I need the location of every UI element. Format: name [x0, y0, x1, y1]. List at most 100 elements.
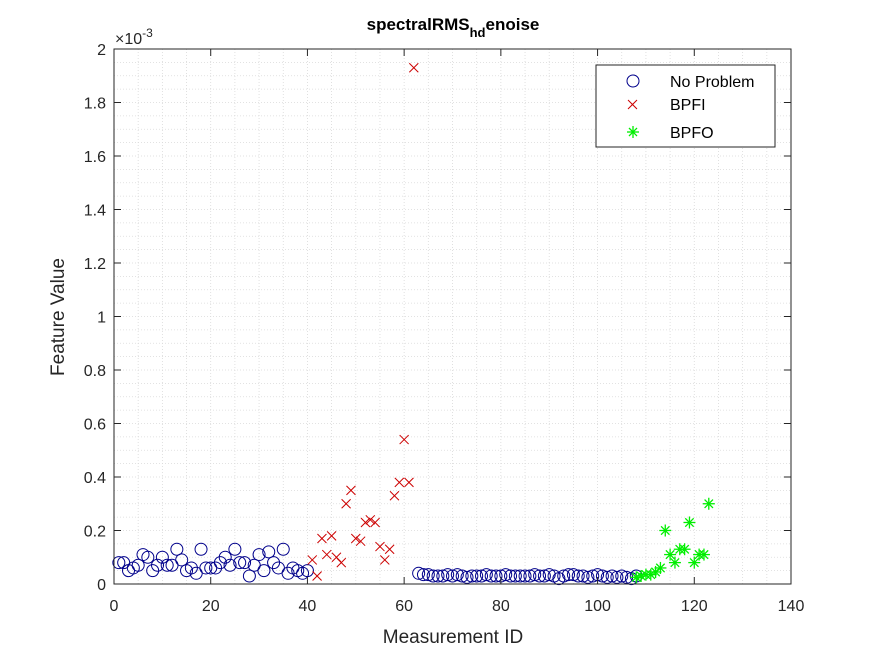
- point-no-problem: [504, 569, 518, 583]
- point-bpfi: [341, 498, 351, 509]
- x-tick-label: 0: [110, 598, 119, 615]
- legend-marker-no-problem: [626, 74, 640, 88]
- point-no-problem: [416, 568, 430, 582]
- point-bpfi: [307, 555, 318, 565]
- point-no-problem: [431, 569, 445, 583]
- point-no-problem: [112, 556, 126, 570]
- point-no-problem: [238, 556, 252, 570]
- chart-title-subscript: hd: [470, 25, 486, 40]
- point-bpfi: [365, 514, 376, 525]
- point-bpfo: [683, 516, 696, 529]
- point-no-problem: [252, 548, 266, 562]
- point-no-problem: [571, 569, 585, 583]
- point-bpfi: [326, 530, 337, 541]
- point-no-problem: [542, 568, 556, 582]
- point-no-problem: [557, 569, 571, 583]
- point-no-problem: [615, 569, 629, 583]
- point-no-problem: [199, 561, 213, 575]
- point-no-problem: [441, 568, 455, 582]
- x-axis-label: Measurement ID: [383, 627, 523, 648]
- data-points: [112, 62, 715, 586]
- legend: No Problem BPFI BPFO: [595, 64, 776, 148]
- point-bpfo: [697, 548, 710, 561]
- point-no-problem: [446, 569, 459, 583]
- point-bpfo: [678, 543, 691, 556]
- point-bpfo: [654, 561, 667, 574]
- x-tick-label: 60: [395, 598, 413, 615]
- point-no-problem: [600, 570, 614, 584]
- point-bpfi: [321, 549, 332, 560]
- point-bpfi: [399, 434, 409, 445]
- x-tick-label: 120: [681, 598, 708, 615]
- point-bpfi: [384, 544, 395, 555]
- legend-marker-bpfo: [627, 126, 639, 138]
- legend-label-bpfi: BPFI: [670, 97, 706, 114]
- point-no-problem: [479, 568, 493, 582]
- point-bpfi: [346, 485, 356, 496]
- point-no-problem: [131, 558, 145, 572]
- point-bpfi: [312, 571, 322, 581]
- point-no-problem: [528, 568, 542, 582]
- point-bpfi: [350, 533, 361, 544]
- y-tick-label: 1.2: [84, 256, 106, 273]
- point-no-problem: [586, 569, 600, 583]
- point-no-problem: [508, 569, 522, 583]
- y-tick-label: 0.8: [84, 363, 106, 380]
- point-no-problem: [141, 550, 155, 564]
- point-no-problem: [175, 553, 189, 567]
- point-bpfi: [379, 555, 390, 565]
- chart-title-main: spectralRMS: [367, 15, 470, 34]
- point-no-problem: [223, 558, 237, 572]
- grid-lines: [114, 49, 791, 584]
- x-tick-label: 100: [584, 598, 611, 615]
- point-bpfo: [664, 548, 677, 561]
- point-no-problem: [581, 570, 595, 584]
- x-tick-label: 140: [778, 598, 805, 615]
- point-bpfi: [317, 533, 327, 544]
- point-no-problem: [151, 558, 165, 572]
- point-no-problem: [566, 568, 580, 582]
- point-no-problem: [436, 569, 450, 583]
- point-no-problem: [518, 569, 532, 583]
- point-no-problem: [184, 561, 198, 575]
- point-no-problem: [160, 558, 174, 572]
- point-bpfo: [659, 524, 672, 537]
- y-tick-label: 1.8: [84, 96, 106, 113]
- point-no-problem: [170, 542, 184, 556]
- y-tick-label: 0.6: [84, 417, 106, 434]
- x-tick-label: 80: [492, 598, 510, 615]
- point-no-problem: [262, 545, 276, 559]
- chart-title-tail: enoise: [486, 15, 540, 34]
- chart-title: spectralRMShdenoise: [367, 15, 540, 40]
- point-bpfo: [668, 556, 681, 569]
- point-no-problem: [257, 564, 271, 578]
- point-bpfi: [360, 517, 371, 528]
- point-no-problem: [475, 569, 489, 583]
- point-no-problem: [146, 564, 160, 578]
- point-no-problem: [470, 569, 484, 583]
- point-no-problem: [426, 569, 440, 583]
- legend-label-no-problem: No Problem: [670, 74, 754, 91]
- point-no-problem: [209, 561, 223, 575]
- y-axis-label: Feature Value: [48, 258, 69, 376]
- legend-marker-bpfi: [627, 99, 638, 110]
- point-no-problem: [267, 556, 281, 570]
- point-no-problem: [484, 569, 498, 583]
- point-bpfi: [389, 490, 400, 501]
- point-no-problem: [421, 568, 435, 582]
- point-no-problem: [523, 569, 537, 583]
- point-bpfi: [375, 541, 385, 552]
- y-tick-label: 0: [97, 577, 106, 594]
- point-bpfi: [355, 536, 366, 547]
- point-no-problem: [595, 569, 609, 583]
- point-no-problem: [218, 550, 232, 564]
- point-bpfo: [702, 497, 715, 510]
- point-no-problem: [499, 568, 513, 582]
- y-tick-label: 2: [97, 42, 106, 59]
- point-no-problem: [233, 556, 247, 570]
- point-no-problem: [610, 570, 624, 584]
- point-no-problem: [281, 566, 295, 580]
- y-tick-label: 1.6: [84, 149, 106, 166]
- y-tick-label: 1.4: [84, 203, 106, 220]
